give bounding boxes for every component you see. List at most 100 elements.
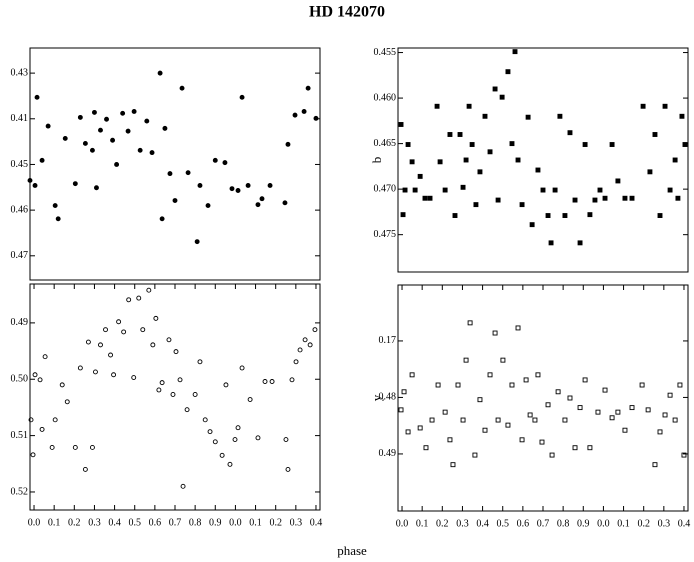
point [283, 437, 289, 443]
point [111, 372, 117, 378]
point [125, 128, 131, 134]
point [652, 132, 658, 137]
point [492, 86, 498, 92]
point [205, 203, 211, 209]
point [104, 116, 109, 122]
point [98, 127, 103, 133]
point [77, 114, 83, 120]
point [131, 109, 137, 114]
point [615, 178, 621, 184]
point [77, 365, 83, 371]
point [297, 347, 303, 353]
point [159, 380, 165, 386]
point [679, 113, 685, 119]
point [657, 429, 663, 435]
y-tick-label: 0.51 [11, 430, 29, 441]
point [269, 379, 275, 384]
point [455, 382, 461, 388]
point [435, 382, 441, 388]
plot-frame [29, 47, 321, 281]
point [515, 157, 521, 163]
y-tick-label: 0.46 [11, 204, 29, 215]
y-tick-label: 0.465 [374, 138, 397, 149]
y-tick-label: 0.470 [374, 183, 397, 194]
point [212, 439, 218, 445]
point [572, 197, 578, 203]
point [482, 427, 488, 433]
x-tick-label: 0.4 [310, 517, 323, 528]
point [170, 392, 176, 397]
point [417, 173, 423, 179]
point [64, 399, 70, 405]
x-tick-label: 0.9 [577, 518, 590, 529]
point [482, 113, 488, 119]
y-tick-label: 0.43 [11, 67, 29, 78]
point [98, 342, 103, 348]
point [153, 315, 159, 321]
point [567, 130, 573, 136]
point [157, 70, 163, 76]
point [184, 407, 190, 413]
point [235, 188, 241, 193]
y-tick-label: 0.17 [379, 335, 397, 346]
x-tick-label: 0.2 [269, 517, 282, 528]
x-tick-label: 0.3 [456, 518, 469, 529]
point [681, 452, 687, 458]
point [45, 123, 51, 129]
point [647, 169, 653, 175]
point [247, 397, 253, 402]
point [192, 392, 198, 397]
point [108, 352, 114, 358]
plot-frame [397, 284, 689, 512]
point [400, 212, 406, 218]
point [577, 405, 583, 411]
point [62, 135, 68, 141]
point [262, 379, 268, 384]
point [460, 184, 466, 190]
point [166, 337, 172, 343]
point [140, 327, 146, 333]
point [567, 395, 573, 401]
point [149, 150, 155, 156]
point [110, 137, 116, 143]
point [639, 382, 645, 388]
point [37, 377, 43, 383]
point [313, 115, 319, 121]
point [402, 187, 408, 193]
x-tick-label: 0.4 [108, 517, 121, 528]
point [307, 342, 313, 348]
x-tick-label: 0.2 [637, 518, 650, 529]
point [473, 202, 479, 208]
point [492, 330, 498, 336]
point [409, 159, 415, 165]
point [121, 329, 127, 335]
point [27, 177, 33, 183]
point [245, 183, 251, 188]
point [202, 417, 208, 423]
point [144, 118, 150, 124]
point [52, 417, 58, 423]
point [523, 377, 529, 383]
point [602, 387, 608, 393]
point [552, 187, 558, 193]
y-tick-label: 0.48 [379, 392, 397, 403]
point [615, 409, 621, 415]
x-tick-label: 0.2 [436, 518, 449, 529]
x-tick-label: 0.8 [189, 517, 202, 528]
point [652, 462, 658, 468]
point [540, 187, 546, 193]
point [442, 409, 448, 415]
point [239, 94, 245, 100]
point [255, 202, 261, 208]
point [505, 422, 511, 428]
point [597, 187, 603, 193]
point [259, 196, 265, 202]
point [239, 365, 245, 371]
point [466, 103, 472, 109]
point [562, 417, 568, 423]
point [82, 140, 88, 146]
point [289, 377, 295, 383]
point [59, 382, 65, 388]
point [572, 445, 578, 451]
